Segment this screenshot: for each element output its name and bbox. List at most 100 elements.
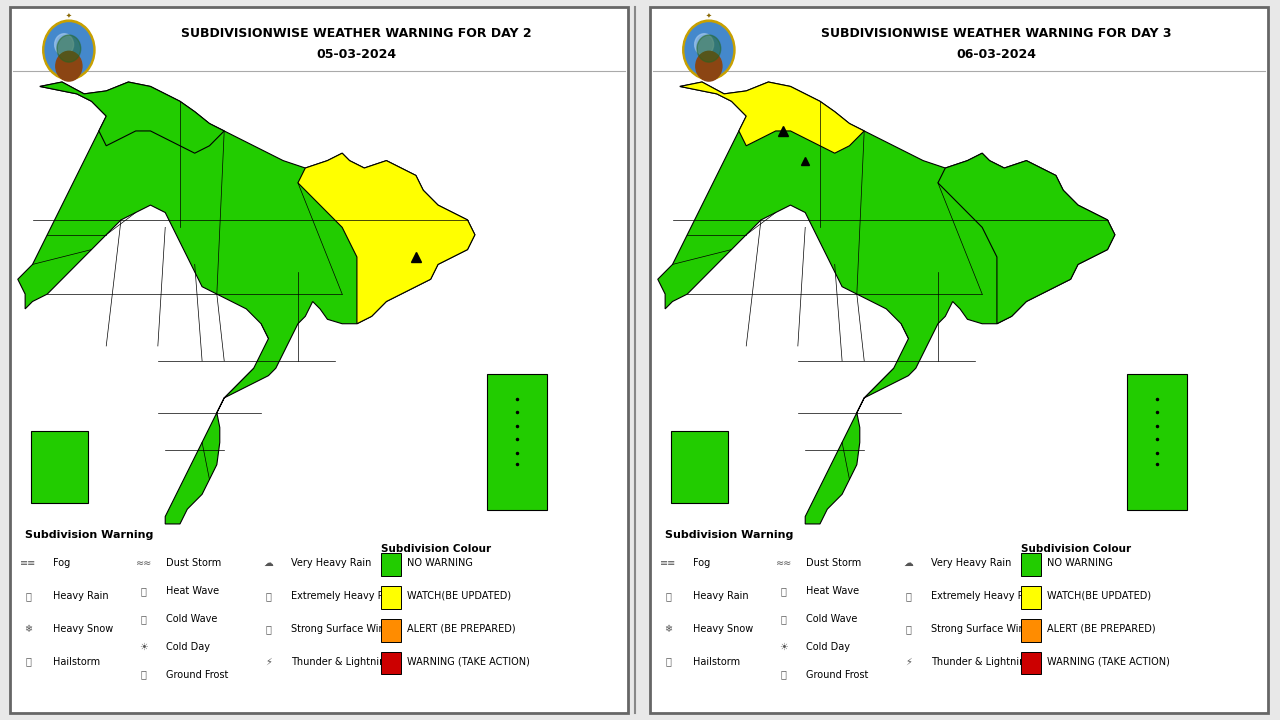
Text: 🎓: 🎓 bbox=[906, 591, 911, 601]
Text: Thunder & Lightning: Thunder & Lightning bbox=[291, 657, 392, 667]
Text: 💧: 💧 bbox=[141, 614, 147, 624]
Bar bbox=[381, 586, 401, 609]
Text: WARNING (TAKE ACTION): WARNING (TAKE ACTION) bbox=[407, 657, 530, 667]
Bar bbox=[1128, 374, 1187, 510]
Text: Dust Storm: Dust Storm bbox=[165, 558, 221, 568]
Text: Extremely Heavy Rain: Extremely Heavy Rain bbox=[931, 591, 1039, 601]
Text: ☀: ☀ bbox=[140, 642, 148, 652]
Text: ❄: ❄ bbox=[664, 624, 672, 634]
Text: Subdivision Warning: Subdivision Warning bbox=[26, 530, 154, 539]
Text: Strong Surface Winds: Strong Surface Winds bbox=[931, 624, 1036, 634]
Text: Heavy Snow: Heavy Snow bbox=[694, 624, 754, 634]
Polygon shape bbox=[298, 153, 475, 324]
Text: ⚡: ⚡ bbox=[265, 657, 273, 667]
Text: ≡≡: ≡≡ bbox=[20, 558, 36, 568]
Text: ⛈: ⛈ bbox=[666, 657, 671, 667]
Text: Heat Wave: Heat Wave bbox=[805, 586, 859, 596]
Text: Strong Surface Winds: Strong Surface Winds bbox=[291, 624, 396, 634]
Text: Thunder & Lightning: Thunder & Lightning bbox=[931, 657, 1032, 667]
Text: Cold Day: Cold Day bbox=[165, 642, 210, 652]
Circle shape bbox=[56, 51, 82, 81]
Text: Very Heavy Rain: Very Heavy Rain bbox=[291, 558, 371, 568]
Text: 💨: 💨 bbox=[266, 624, 271, 634]
Bar bbox=[381, 553, 401, 576]
Text: 🎓: 🎓 bbox=[266, 591, 271, 601]
Text: 05-03-2024: 05-03-2024 bbox=[316, 48, 397, 61]
Text: Cold Day: Cold Day bbox=[805, 642, 850, 652]
Bar bbox=[1021, 618, 1041, 642]
Text: Subdivision Colour: Subdivision Colour bbox=[1021, 544, 1132, 554]
Text: 🌿: 🌿 bbox=[781, 670, 787, 680]
Circle shape bbox=[682, 20, 735, 80]
Bar bbox=[381, 618, 401, 642]
Text: ≈≈: ≈≈ bbox=[136, 558, 152, 568]
Text: Fog: Fog bbox=[694, 558, 710, 568]
Text: Fog: Fog bbox=[54, 558, 70, 568]
Polygon shape bbox=[658, 82, 1115, 524]
Bar bbox=[672, 431, 727, 503]
Polygon shape bbox=[938, 153, 1115, 324]
Circle shape bbox=[698, 35, 721, 62]
Text: ALERT (BE PREPARED): ALERT (BE PREPARED) bbox=[1047, 624, 1156, 634]
Text: SUBDIVISIONWISE WEATHER WARNING FOR DAY 2: SUBDIVISIONWISE WEATHER WARNING FOR DAY … bbox=[180, 27, 531, 40]
Text: Cold Wave: Cold Wave bbox=[805, 614, 858, 624]
Text: 💨: 💨 bbox=[906, 624, 911, 634]
Text: Dust Storm: Dust Storm bbox=[805, 558, 861, 568]
Text: ≈≈: ≈≈ bbox=[776, 558, 792, 568]
Bar bbox=[381, 652, 401, 675]
Text: ≡≡: ≡≡ bbox=[660, 558, 676, 568]
Circle shape bbox=[685, 23, 732, 77]
Text: Heavy Snow: Heavy Snow bbox=[54, 624, 114, 634]
Polygon shape bbox=[18, 82, 475, 524]
Text: WARNING (TAKE ACTION): WARNING (TAKE ACTION) bbox=[1047, 657, 1170, 667]
Text: ☁: ☁ bbox=[904, 558, 914, 568]
Bar bbox=[1021, 553, 1041, 576]
Text: 🌧: 🌧 bbox=[26, 591, 31, 601]
Text: NO WARNING: NO WARNING bbox=[1047, 558, 1114, 568]
Circle shape bbox=[695, 34, 714, 55]
Bar bbox=[32, 431, 87, 503]
Text: 06-03-2024: 06-03-2024 bbox=[956, 48, 1037, 61]
Text: Heavy Rain: Heavy Rain bbox=[694, 591, 749, 601]
Text: WATCH(BE UPDATED): WATCH(BE UPDATED) bbox=[407, 591, 512, 601]
Text: ☁: ☁ bbox=[264, 558, 274, 568]
Text: WATCH(BE UPDATED): WATCH(BE UPDATED) bbox=[1047, 591, 1152, 601]
Text: Cold Wave: Cold Wave bbox=[165, 614, 218, 624]
Text: 🌡: 🌡 bbox=[141, 586, 147, 596]
FancyBboxPatch shape bbox=[649, 7, 1268, 713]
Text: Extremely Heavy Rain: Extremely Heavy Rain bbox=[291, 591, 399, 601]
Text: Very Heavy Rain: Very Heavy Rain bbox=[931, 558, 1011, 568]
Text: 💧: 💧 bbox=[781, 614, 787, 624]
Text: Subdivision Warning: Subdivision Warning bbox=[666, 530, 794, 539]
Circle shape bbox=[42, 20, 95, 80]
Text: Heat Wave: Heat Wave bbox=[165, 586, 219, 596]
Text: Ground Frost: Ground Frost bbox=[805, 670, 868, 680]
Text: SUBDIVISIONWISE WEATHER WARNING FOR DAY 3: SUBDIVISIONWISE WEATHER WARNING FOR DAY … bbox=[820, 27, 1171, 40]
Circle shape bbox=[55, 34, 74, 55]
Text: Ground Frost: Ground Frost bbox=[165, 670, 228, 680]
Text: 🌿: 🌿 bbox=[141, 670, 147, 680]
FancyBboxPatch shape bbox=[9, 7, 628, 713]
Circle shape bbox=[58, 35, 81, 62]
Bar bbox=[1021, 652, 1041, 675]
Text: ✦: ✦ bbox=[707, 13, 712, 19]
Text: Heavy Rain: Heavy Rain bbox=[54, 591, 109, 601]
Text: NO WARNING: NO WARNING bbox=[407, 558, 474, 568]
Text: ☀: ☀ bbox=[780, 642, 788, 652]
Text: ALERT (BE PREPARED): ALERT (BE PREPARED) bbox=[407, 624, 516, 634]
Text: ⛈: ⛈ bbox=[26, 657, 31, 667]
Text: Hailstorm: Hailstorm bbox=[54, 657, 100, 667]
Text: ✦: ✦ bbox=[67, 13, 72, 19]
Bar bbox=[488, 374, 547, 510]
Polygon shape bbox=[40, 82, 224, 153]
Bar bbox=[1021, 586, 1041, 609]
Circle shape bbox=[696, 51, 722, 81]
Polygon shape bbox=[680, 82, 864, 153]
Text: 🌡: 🌡 bbox=[781, 586, 787, 596]
Text: Hailstorm: Hailstorm bbox=[694, 657, 740, 667]
Text: ❄: ❄ bbox=[24, 624, 32, 634]
Text: 🌧: 🌧 bbox=[666, 591, 671, 601]
Circle shape bbox=[45, 23, 92, 77]
Text: Subdivision Colour: Subdivision Colour bbox=[381, 544, 492, 554]
Text: ⚡: ⚡ bbox=[905, 657, 913, 667]
